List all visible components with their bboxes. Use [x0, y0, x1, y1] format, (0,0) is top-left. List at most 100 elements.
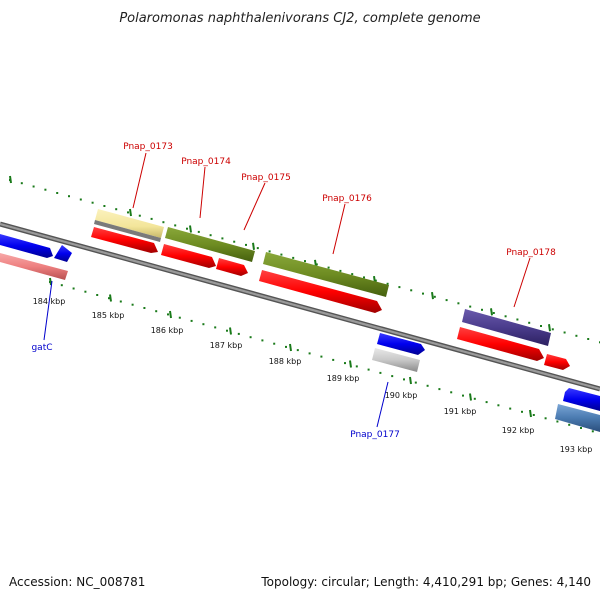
inner-minor-tick: [580, 427, 582, 429]
pnap-0176-feature[interactable]: [263, 252, 389, 297]
tick-label: 187 kbp: [210, 341, 243, 350]
label-pnap-0175[interactable]: Pnap_0175: [241, 173, 291, 183]
outer-minor-tick: [351, 273, 354, 276]
outer-minor-tick: [315, 263, 318, 266]
inner-minor-tick: [249, 336, 252, 339]
outer-minor-tick: [68, 195, 70, 198]
label-pnap-0177[interactable]: Pnap_0177: [350, 430, 400, 440]
outer-minor-tick: [127, 211, 129, 214]
outer-minor-tick: [410, 289, 413, 292]
inner-minor-tick: [108, 297, 110, 300]
outer-minor-tick: [209, 234, 212, 237]
label-pnap-0174[interactable]: Pnap_0174: [181, 157, 231, 167]
inner-minor-tick: [332, 358, 335, 361]
outer-minor-tick: [256, 247, 259, 250]
outer-minor-tick: [516, 318, 519, 321]
label-pnap-0176[interactable]: Pnap_0176: [322, 194, 372, 204]
inner-minor-tick: [544, 417, 547, 420]
outer-minor-tick: [528, 321, 531, 324]
outer-minor-tick: [280, 253, 283, 256]
outer-minor-tick: [20, 182, 23, 185]
inner-minor-tick: [131, 303, 134, 306]
right-blue-feature[interactable]: [563, 388, 600, 411]
outer-minor-tick: [551, 328, 554, 331]
pnap-0174-cds[interactable]: [161, 244, 216, 268]
pnap-0173-cds[interactable]: [91, 227, 158, 253]
tick-label: 186 kbp: [151, 326, 184, 335]
gatc-feature[interactable]: [0, 253, 68, 280]
outer-minor-tick: [292, 256, 295, 259]
label-pnap-0178[interactable]: Pnap_0178: [506, 248, 556, 258]
inner-minor-tick: [485, 401, 488, 404]
outer-major-tick: [490, 308, 493, 316]
inner-minor-tick: [391, 375, 394, 378]
inner-minor-tick: [143, 307, 146, 309]
inner-minor-tick: [84, 290, 87, 293]
inner-minor-tick: [226, 329, 228, 332]
outer-minor-tick: [327, 266, 330, 269]
pnap-0177-blue-feature[interactable]: [377, 333, 425, 355]
inner-minor-tick: [285, 345, 287, 348]
outer-major-tick: [252, 242, 255, 250]
inner-minor-tick: [344, 362, 346, 365]
outer-minor-tick: [339, 269, 342, 272]
inner-minor-tick: [414, 381, 417, 384]
pnap-0178-cds[interactable]: [457, 327, 570, 370]
inner-minor-tick: [556, 420, 559, 423]
gatc-blue-feature[interactable]: [0, 234, 72, 262]
pnap-0175-cds[interactable]: [216, 258, 248, 276]
pnap-0174-feature[interactable]: [165, 227, 255, 262]
inner-minor-tick: [568, 423, 571, 426]
inner-minor-tick: [438, 388, 441, 391]
label-pnap-0173[interactable]: Pnap_0173: [123, 142, 173, 152]
inner-minor-tick: [60, 284, 63, 287]
outer-minor-tick: [386, 282, 389, 285]
inner-major-tick: [529, 409, 532, 418]
map-title: Polaromonas naphthalenivorans CJ2, compl…: [119, 11, 480, 26]
outer-minor-tick: [32, 185, 35, 188]
outer-major-tick: [9, 175, 12, 184]
outer-minor-tick: [540, 325, 542, 327]
outer-minor-tick: [481, 308, 483, 311]
pnap-0176-cds[interactable]: [259, 270, 382, 313]
inner-minor-tick: [509, 407, 512, 410]
inner-major-tick: [349, 360, 352, 368]
inner-minor-tick: [497, 404, 500, 407]
outer-minor-tick: [445, 299, 448, 302]
label-leaders: [43, 152, 531, 428]
inner-minor-tick: [96, 294, 99, 296]
pnap-0177-feature[interactable]: [372, 348, 420, 372]
accession-text: Accession: NC_008781: [9, 575, 145, 589]
inner-minor-tick: [167, 313, 169, 316]
pnap-0173-feature[interactable]: [94, 209, 164, 242]
pnap-0178-feature[interactable]: [462, 309, 551, 346]
inner-minor-tick: [591, 430, 594, 433]
inner-minor-tick: [178, 316, 181, 319]
inner-minor-tick: [190, 319, 193, 322]
inner-minor-tick: [367, 368, 370, 371]
inner-minor-tick: [462, 394, 464, 397]
label-gatc[interactable]: gatC: [31, 343, 52, 353]
outer-minor-tick: [433, 295, 436, 298]
inner-major-tick: [169, 310, 172, 319]
inner-minor-tick: [155, 310, 158, 313]
outer-minor-tick: [197, 230, 200, 233]
outer-major-tick: [189, 225, 192, 233]
inner-minor-tick: [450, 391, 453, 394]
outer-minor-tick: [363, 276, 365, 279]
inner-minor-tick: [214, 326, 217, 329]
inner-major-tick: [109, 294, 112, 302]
tick-label: 188 kbp: [269, 357, 302, 366]
outer-minor-tick: [457, 302, 460, 305]
outer-minor-tick: [221, 237, 224, 240]
outer-major-tick: [431, 291, 434, 300]
outer-minor-tick: [304, 260, 306, 263]
outer-major-tick: [129, 208, 132, 217]
right-steel-feature[interactable]: [555, 404, 600, 432]
outer-minor-tick: [174, 224, 177, 227]
inner-minor-tick: [237, 332, 240, 335]
inner-minor-tick: [119, 300, 122, 303]
genome-stats-text: Topology: circular; Length: 4,410,291 bp…: [260, 575, 591, 589]
inner-major-tick: [289, 343, 292, 352]
